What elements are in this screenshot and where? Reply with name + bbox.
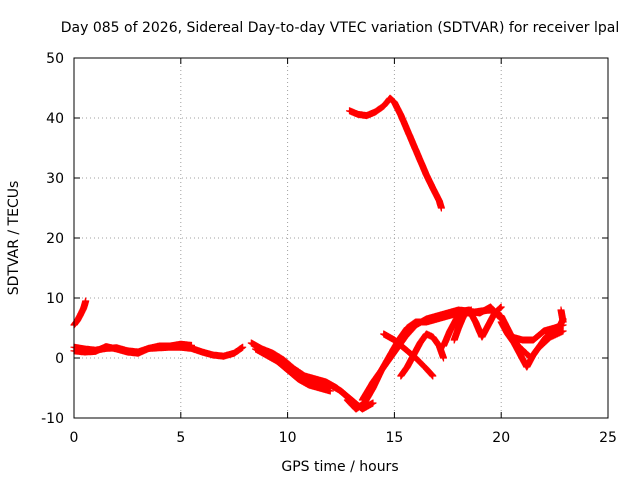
x-tick-label: 0 xyxy=(70,430,79,446)
x-tick-label: 5 xyxy=(176,430,185,446)
x-tick-label: 20 xyxy=(492,430,510,446)
x-tick-label: 15 xyxy=(385,430,403,446)
axis-ticks: 0 5 10 15 20 25 -10 0 10 20 30 40 50 xyxy=(41,51,617,446)
chart-title: Day 085 of 2026, Sidereal Day-to-day VTE… xyxy=(61,20,619,36)
data-points xyxy=(70,94,567,413)
series-arc-15 xyxy=(508,327,567,362)
series-arc-07 xyxy=(346,94,445,212)
y-tick-label: 40 xyxy=(46,111,64,127)
y-tick-label: 50 xyxy=(46,51,64,67)
y-tick-label: 10 xyxy=(46,291,64,307)
series-arc-06 xyxy=(273,357,377,413)
y-tick-label: -10 xyxy=(41,411,64,427)
y-tick-label: 30 xyxy=(46,171,64,187)
series-arc-16 xyxy=(557,306,567,326)
series-arc-11 xyxy=(397,330,447,380)
y-axis-label: SDTVAR / TECUs xyxy=(6,181,22,296)
x-tick-label: 25 xyxy=(599,430,617,446)
y-tick-label: 0 xyxy=(55,351,64,367)
x-tick-label: 10 xyxy=(279,430,297,446)
series-arc-13 xyxy=(450,306,475,344)
x-axis-label: GPS time / hours xyxy=(281,459,398,475)
y-tick-label: 20 xyxy=(46,231,64,247)
